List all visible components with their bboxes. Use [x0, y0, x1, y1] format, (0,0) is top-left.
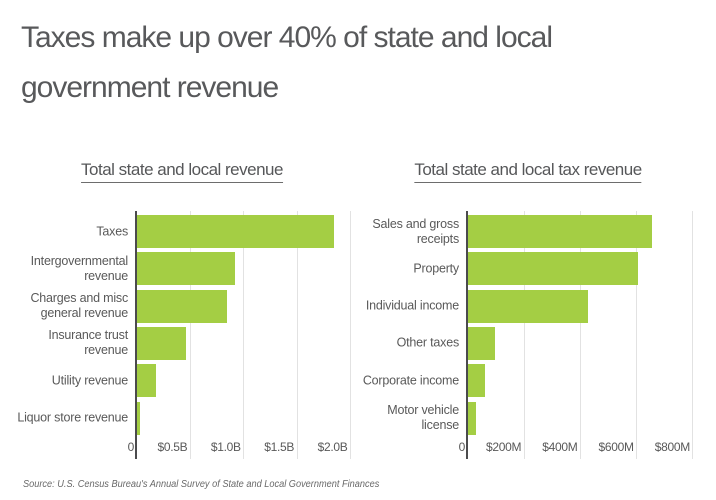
chart-title: Total state and local revenue: [81, 160, 283, 183]
gridline: [189, 211, 191, 459]
category-label: Taxes: [96, 224, 128, 238]
gridline: [579, 211, 581, 459]
bar: [137, 326, 187, 360]
bar: [137, 215, 335, 248]
source-note: Source: U.S. Census Bureau's Annual Surv…: [23, 479, 380, 490]
plot-area: 0 $0.5B $1.0B $1.5B $2.0B: [128, 211, 359, 459]
chart-total-revenue: Total state and local revenue Taxes Interg…: [0, 160, 359, 459]
category-label: Other taxes: [396, 335, 460, 350]
gridline: [243, 211, 245, 459]
tick-label: $600M: [598, 440, 635, 454]
gridline: [523, 211, 525, 459]
category-label: Charges and misc general revenue: [30, 291, 128, 321]
bar: [468, 289, 588, 323]
category-labels: Taxes Intergovernmental revenue Charges and…: [0, 211, 128, 459]
category-label: Liquor store revenue: [17, 410, 128, 425]
tick-label: $0.5B: [157, 440, 188, 454]
plot-area: 0 $200M $400M $600M $800M: [459, 211, 700, 459]
page-title-line-1: Taxes make up over 40% of state and loca…: [21, 21, 553, 54]
gridline: [296, 211, 298, 459]
bar: [137, 364, 157, 398]
bar: [137, 289, 227, 323]
tick-label: $1.5B: [264, 440, 295, 454]
gridline: [636, 211, 638, 459]
page-title-line-2: government revenue: [21, 71, 279, 104]
bar: [468, 252, 639, 286]
category-label: Corporate income: [362, 373, 459, 388]
category-labels: Sales and gross receipts Property Individua…: [331, 211, 459, 459]
bar: [468, 401, 477, 435]
category-label: Individual income: [365, 298, 459, 313]
tick-label: 0: [127, 440, 135, 454]
tick-label: $2.0B: [317, 440, 348, 454]
tick-label: 0: [458, 440, 466, 454]
tick-label: $200M: [486, 440, 522, 454]
category-label: Insurance trust revenue: [48, 328, 128, 358]
category-label: Property: [413, 261, 459, 276]
category-label: Intergovernmental revenue: [30, 253, 129, 283]
bar: [468, 215, 653, 248]
tick-label: $800M: [654, 440, 691, 454]
category-label: Motor vehicle license: [387, 403, 459, 433]
gridline: [692, 211, 694, 459]
page-title: Taxes make up over 40% of state and loca…: [21, 13, 553, 113]
tick-label: $1.0B: [210, 440, 241, 454]
bar: [468, 326, 495, 360]
category-label: Utility revenue: [51, 373, 128, 388]
bar: [468, 364, 485, 398]
gridline: [349, 211, 351, 459]
tick-label: $400M: [542, 440, 578, 454]
category-label: Sales and gross receipts: [372, 216, 459, 246]
bar: [137, 401, 141, 435]
bar: [137, 252, 236, 286]
chart-total-tax-revenue: Total state and local tax revenue Sales a…: [331, 0, 716, 500]
chart-title: Total state and local tax revenue: [414, 160, 642, 183]
